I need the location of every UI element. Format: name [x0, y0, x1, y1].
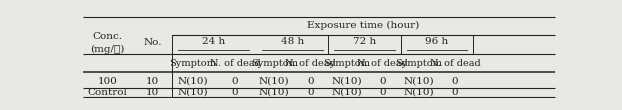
Text: 10: 10 [146, 88, 159, 97]
Text: Symptom: Symptom [169, 59, 216, 68]
Text: 0: 0 [379, 88, 386, 97]
Text: 0: 0 [452, 77, 458, 86]
Text: Exposure time (hour): Exposure time (hour) [307, 21, 419, 30]
Text: N(10): N(10) [177, 88, 208, 97]
Text: 48 h: 48 h [281, 38, 304, 47]
Text: N(10): N(10) [404, 88, 434, 97]
Text: 0: 0 [452, 88, 458, 97]
Text: 0: 0 [307, 77, 313, 86]
Text: Symptom: Symptom [396, 59, 442, 68]
Text: 0: 0 [232, 88, 238, 97]
Text: 72 h: 72 h [353, 38, 376, 47]
Text: N(10): N(10) [177, 77, 208, 86]
Text: 0: 0 [232, 77, 238, 86]
Text: Conc.: Conc. [93, 32, 123, 41]
Text: 96 h: 96 h [425, 38, 448, 47]
Text: 10: 10 [146, 77, 159, 86]
Text: N(10): N(10) [404, 77, 434, 86]
Text: 0: 0 [307, 88, 313, 97]
Text: N. of dead: N. of dead [357, 59, 408, 68]
Text: 24 h: 24 h [202, 38, 226, 47]
Text: 0: 0 [379, 77, 386, 86]
Text: N(10): N(10) [259, 77, 289, 86]
Text: Symptom: Symptom [251, 59, 298, 68]
Text: N(10): N(10) [331, 77, 362, 86]
Text: N(10): N(10) [331, 88, 362, 97]
Text: N. of dead: N. of dead [285, 59, 336, 68]
Text: N(10): N(10) [259, 88, 289, 97]
Text: 100: 100 [98, 77, 118, 86]
Text: N. of dead: N. of dead [430, 59, 480, 68]
Text: N. of dead: N. of dead [210, 59, 261, 68]
Text: No.: No. [143, 38, 162, 47]
Text: (mg/ℓ): (mg/ℓ) [90, 45, 125, 54]
Text: Control: Control [88, 88, 128, 97]
Text: Symptom: Symptom [323, 59, 370, 68]
